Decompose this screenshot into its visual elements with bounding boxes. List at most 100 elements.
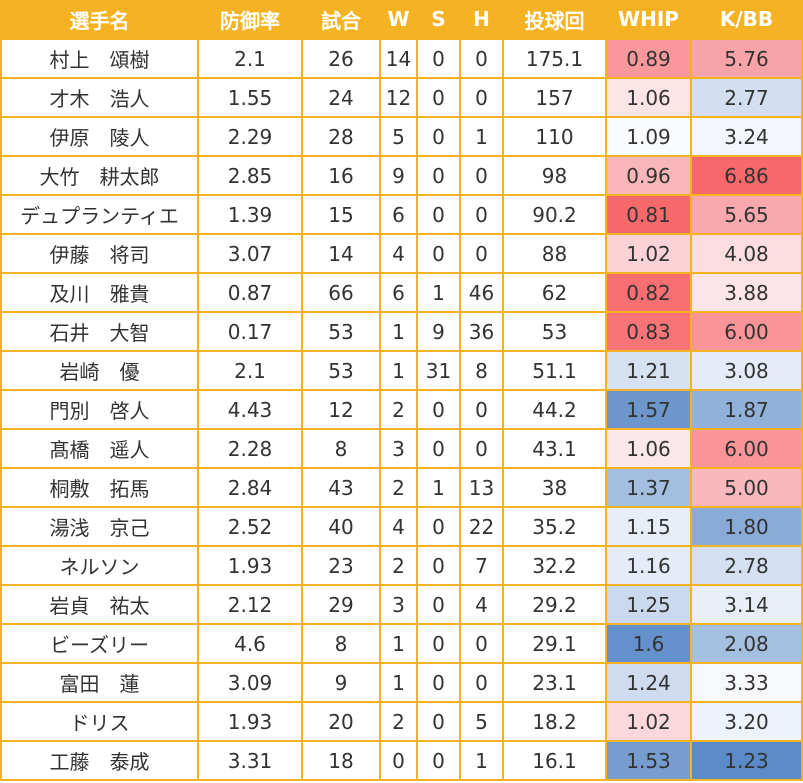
cell-innings: 110 [502, 116, 607, 157]
table-row: ネルソン 1.93 23 2 0 7 32.2 1.16 2.78 [0, 545, 803, 586]
cell-holds: 0 [459, 194, 504, 235]
cell-kbb: 1.87 [690, 389, 803, 430]
cell-era: 2.1 [197, 38, 303, 79]
cell-player-name: 村上 頌樹 [0, 38, 199, 79]
cell-whip: 1.02 [605, 701, 692, 742]
cell-holds: 0 [459, 77, 504, 118]
cell-saves: 0 [416, 623, 461, 664]
cell-player-name: 岩崎 優 [0, 350, 199, 391]
cell-era: 1.93 [197, 545, 303, 586]
cell-player-name: デュプランティエ [0, 194, 199, 235]
table-row: 村上 頌樹 2.1 26 14 0 0 175.1 0.89 5.76 [0, 38, 803, 79]
cell-games: 16 [301, 155, 381, 196]
cell-games: 40 [301, 506, 381, 547]
cell-innings: 98 [502, 155, 607, 196]
table-row: ドリス 1.93 20 2 0 5 18.2 1.02 3.20 [0, 701, 803, 742]
cell-innings: 23.1 [502, 662, 607, 703]
cell-innings: 18.2 [502, 701, 607, 742]
cell-innings: 43.1 [502, 428, 607, 469]
table-row: 湯浅 京己 2.52 40 4 0 22 35.2 1.15 1.80 [0, 506, 803, 547]
cell-wins: 6 [379, 194, 418, 235]
cell-wins: 2 [379, 701, 418, 742]
cell-holds: 5 [459, 701, 504, 742]
cell-games: 12 [301, 389, 381, 430]
cell-kbb: 5.65 [690, 194, 803, 235]
cell-era: 1.39 [197, 194, 303, 235]
cell-innings: 90.2 [502, 194, 607, 235]
cell-games: 26 [301, 38, 381, 79]
cell-innings: 29.2 [502, 584, 607, 625]
cell-innings: 88 [502, 233, 607, 274]
cell-era: 4.43 [197, 389, 303, 430]
header-holds: H [459, 0, 504, 40]
cell-wins: 2 [379, 467, 418, 508]
cell-player-name: ネルソン [0, 545, 199, 586]
cell-games: 8 [301, 428, 381, 469]
cell-holds: 4 [459, 584, 504, 625]
cell-whip: 0.82 [605, 272, 692, 313]
table-row: 髙橋 遥人 2.28 8 3 0 0 43.1 1.06 6.00 [0, 428, 803, 469]
cell-whip: 1.53 [605, 740, 692, 781]
cell-era: 0.17 [197, 311, 303, 352]
table-row: 伊原 陵人 2.29 28 5 0 1 110 1.09 3.24 [0, 116, 803, 157]
cell-player-name: 髙橋 遥人 [0, 428, 199, 469]
cell-whip: 1.15 [605, 506, 692, 547]
cell-holds: 0 [459, 155, 504, 196]
cell-games: 43 [301, 467, 381, 508]
cell-player-name: 伊原 陵人 [0, 116, 199, 157]
cell-saves: 31 [416, 350, 461, 391]
cell-innings: 38 [502, 467, 607, 508]
cell-holds: 36 [459, 311, 504, 352]
cell-era: 4.6 [197, 623, 303, 664]
cell-era: 2.84 [197, 467, 303, 508]
cell-saves: 0 [416, 428, 461, 469]
cell-whip: 1.06 [605, 77, 692, 118]
cell-player-name: 及川 雅貴 [0, 272, 199, 313]
cell-player-name: 工藤 泰成 [0, 740, 199, 781]
cell-saves: 0 [416, 155, 461, 196]
cell-era: 2.1 [197, 350, 303, 391]
cell-saves: 0 [416, 77, 461, 118]
cell-player-name: 湯浅 京己 [0, 506, 199, 547]
cell-games: 29 [301, 584, 381, 625]
cell-kbb: 3.33 [690, 662, 803, 703]
cell-saves: 0 [416, 545, 461, 586]
cell-kbb: 3.24 [690, 116, 803, 157]
cell-saves: 0 [416, 194, 461, 235]
cell-kbb: 6.86 [690, 155, 803, 196]
cell-kbb: 2.78 [690, 545, 803, 586]
cell-whip: 0.81 [605, 194, 692, 235]
cell-saves: 0 [416, 233, 461, 274]
cell-player-name: 富田 蓮 [0, 662, 199, 703]
cell-kbb: 3.20 [690, 701, 803, 742]
cell-wins: 9 [379, 155, 418, 196]
cell-era: 1.93 [197, 701, 303, 742]
cell-whip: 1.16 [605, 545, 692, 586]
table-row: 富田 蓮 3.09 9 1 0 0 23.1 1.24 3.33 [0, 662, 803, 703]
cell-whip: 1.6 [605, 623, 692, 664]
cell-kbb: 5.00 [690, 467, 803, 508]
cell-saves: 0 [416, 740, 461, 781]
cell-holds: 1 [459, 740, 504, 781]
cell-games: 20 [301, 701, 381, 742]
cell-wins: 6 [379, 272, 418, 313]
cell-holds: 0 [459, 662, 504, 703]
cell-era: 2.85 [197, 155, 303, 196]
cell-kbb: 3.14 [690, 584, 803, 625]
cell-holds: 0 [459, 389, 504, 430]
cell-kbb: 4.08 [690, 233, 803, 274]
table-row: 門別 啓人 4.43 12 2 0 0 44.2 1.57 1.87 [0, 389, 803, 430]
cell-games: 53 [301, 350, 381, 391]
cell-kbb: 1.80 [690, 506, 803, 547]
table-row: 大竹 耕太郎 2.85 16 9 0 0 98 0.96 6.86 [0, 155, 803, 196]
cell-era: 3.31 [197, 740, 303, 781]
cell-kbb: 6.00 [690, 428, 803, 469]
cell-whip: 0.89 [605, 38, 692, 79]
cell-wins: 3 [379, 428, 418, 469]
cell-wins: 1 [379, 311, 418, 352]
cell-innings: 53 [502, 311, 607, 352]
cell-holds: 7 [459, 545, 504, 586]
cell-games: 14 [301, 233, 381, 274]
cell-games: 53 [301, 311, 381, 352]
